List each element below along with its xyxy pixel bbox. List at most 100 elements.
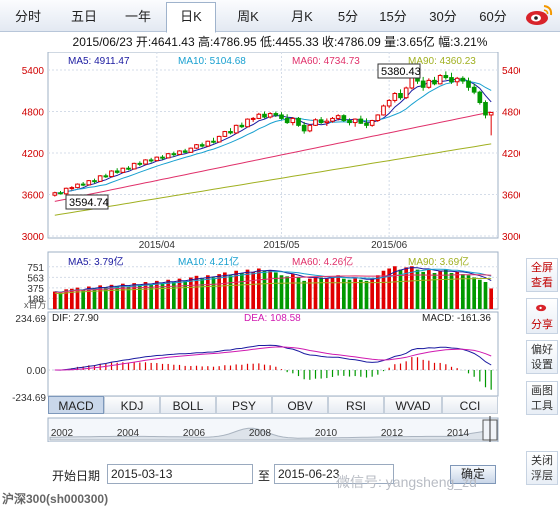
macd-histogram-bar [207, 366, 209, 370]
share-button[interactable]: 分享 [526, 298, 558, 334]
close-overlay-button[interactable]: 关闭 浮层 [526, 451, 558, 485]
candle-body [131, 162, 137, 170]
candle-body [245, 118, 250, 128]
volume-bar [137, 284, 142, 309]
candle-body [154, 156, 160, 162]
candle-body [205, 140, 211, 147]
tab-5min[interactable]: 5分 [337, 9, 359, 24]
volume-bar [262, 270, 267, 309]
overview-trend [49, 427, 497, 441]
macd-histogram-bar [195, 365, 198, 370]
end-date-input[interactable] [274, 464, 394, 484]
candle-body [420, 80, 426, 88]
candle-body [120, 167, 126, 173]
fullscreen-button[interactable]: 全屏 查看 [526, 258, 558, 292]
candle-body [199, 144, 205, 147]
candle-body [160, 156, 165, 159]
tab-timeshare[interactable]: 分时 [14, 9, 41, 24]
macd-histogram-bar [473, 370, 475, 377]
tab-60min[interactable]: 60分 [479, 9, 507, 24]
macd-histogram-bar [450, 366, 453, 370]
volume-bar [483, 282, 488, 309]
macd-histogram-bar [116, 362, 118, 370]
candle-body [188, 147, 194, 153]
volume-bar [302, 280, 307, 309]
price-ytick-left: 4800 [22, 108, 45, 119]
volume-bar [143, 282, 148, 309]
macd-panel [47, 311, 499, 397]
tab-macd[interactable]: MACD [48, 396, 104, 414]
start-date-input[interactable] [107, 464, 253, 484]
tab-one-year[interactable]: 一年 [124, 9, 151, 24]
tab-daily-k[interactable]: 日K [166, 2, 216, 33]
macd-line [54, 346, 492, 371]
overview-slider-handle[interactable] [482, 416, 498, 444]
tab-30min[interactable]: 30分 [429, 9, 457, 24]
tab-wvad[interactable]: WVAD [384, 396, 442, 414]
volume-bar [188, 277, 193, 309]
macd-histogram-bar [326, 370, 328, 379]
candle-body [454, 77, 460, 83]
tab-psy[interactable]: PSY [216, 396, 272, 414]
candle-body [148, 159, 154, 162]
macd-histogram-bar [416, 357, 419, 370]
candle-body [466, 80, 471, 88]
macd-histogram-bar [218, 366, 220, 370]
tab-kdj[interactable]: KDJ [104, 396, 160, 414]
chart-canvas[interactable]: MA5: 4911.47 MA10: 5104.68 MA60: 4734.73 MA… [0, 51, 525, 444]
tab-rsi[interactable]: RSI [328, 396, 384, 414]
volume-bar [307, 278, 312, 309]
macd-histogram-bar [439, 362, 441, 370]
tab-monthly-k[interactable]: 月K [291, 9, 313, 24]
price-ytick-left: 5400 [22, 66, 45, 77]
macd-histogram-bar [173, 364, 175, 370]
macd-histogram-bar [365, 370, 368, 378]
macd-histogram-bar [388, 367, 390, 370]
candle-body [114, 170, 120, 173]
volume-bar [149, 283, 154, 309]
overview-year-label: 2014 [447, 428, 470, 439]
volume-bar [319, 277, 324, 309]
candle-body [392, 93, 398, 101]
volume-ytick: 563 [27, 273, 44, 284]
volume-bar [489, 288, 494, 309]
candle-body [58, 192, 63, 195]
candle-body [477, 91, 483, 104]
macd-histogram-bar [467, 370, 470, 374]
drawing-tools-label: 画图 工具 [531, 385, 553, 412]
candle-body [52, 192, 58, 196]
macd-histogram-bar [445, 364, 447, 370]
tab-boll[interactable]: BOLL [160, 396, 216, 414]
macd-histogram-bar [190, 366, 192, 370]
volume-bar [268, 270, 273, 309]
tab-cci[interactable]: CCI [442, 396, 498, 414]
volume-bar [217, 274, 222, 309]
candle-body [375, 114, 381, 121]
macd-histogram-bar [212, 366, 215, 370]
macd-histogram-bar [82, 366, 84, 370]
tab-weekly-k[interactable]: 周K [237, 9, 259, 24]
volume-bar [324, 278, 329, 309]
macd-histogram-bar [263, 364, 266, 370]
volume-ma-legend: MA10: 4.21亿 [178, 255, 239, 268]
candle-body [279, 114, 284, 119]
tab-15min[interactable]: 15分 [379, 9, 407, 24]
candle-body [369, 119, 375, 126]
candle-body [239, 124, 245, 128]
stock-chart[interactable]: MA5: 4911.47 MA10: 5104.68 MA60: 4734.73 MA… [0, 51, 525, 444]
quote-info-line: 2015/06/23 开:4641.43 高:4786.95 低:4455.33… [72, 35, 488, 49]
overview-year-label: 2002 [51, 428, 74, 439]
preferences-button[interactable]: 偏好 设置 [526, 340, 558, 374]
candle-body [483, 102, 488, 116]
drawing-tools-button[interactable]: 画图 工具 [526, 381, 558, 415]
volume-bar [330, 276, 335, 309]
confirm-button[interactable]: 确定 [450, 465, 496, 484]
tab-five-day[interactable]: 五日 [70, 9, 97, 24]
tab-obv[interactable]: OBV [272, 396, 328, 414]
volume-bar [381, 270, 386, 309]
macd-histogram-bar [411, 357, 413, 370]
close-overlay-label: 关闭 浮层 [531, 455, 553, 482]
candle-body [324, 120, 330, 124]
share-label: 分享 [531, 319, 553, 331]
candle-body [86, 180, 92, 186]
